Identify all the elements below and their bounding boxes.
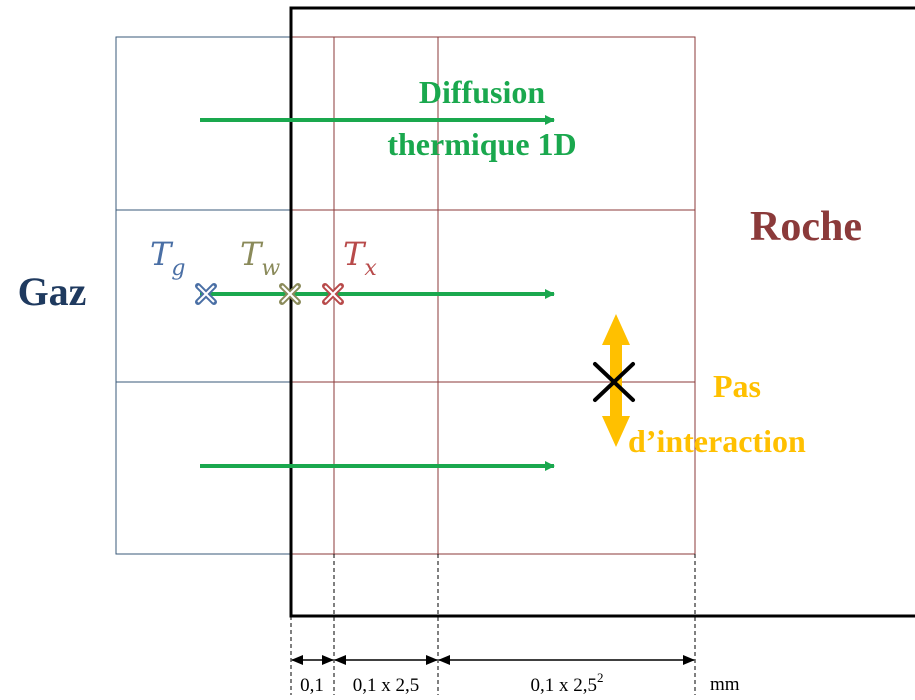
dimension-label-3: 0,1 x 2,52 xyxy=(531,670,604,696)
t-wall-marker-inner xyxy=(281,285,299,303)
gas-label: Gaz xyxy=(18,269,87,314)
t-rock-label: Tx xyxy=(343,235,377,281)
rock-label: Roche xyxy=(750,204,862,250)
t-wall-label: Tw xyxy=(240,235,280,281)
no-interaction-label-line2: d’interaction xyxy=(628,423,806,459)
dimension-label-1: 0,1 xyxy=(300,675,324,696)
t-gas-marker-inner xyxy=(197,285,215,303)
no-interaction-label-line1: Pas xyxy=(713,368,761,404)
dimension-label-2: 0,1 x 2,5 xyxy=(353,675,420,696)
cross-icon xyxy=(593,362,635,402)
t-rock-marker-inner xyxy=(324,285,342,303)
unit-label: mm xyxy=(710,674,740,695)
rock-boundary xyxy=(289,6,915,618)
dimension-guides xyxy=(290,554,696,695)
t-gas-label: Tg xyxy=(150,235,185,281)
diffusion-label-line1: Diffusion xyxy=(419,74,545,110)
diffusion-label-line2: thermique 1D xyxy=(387,126,576,162)
